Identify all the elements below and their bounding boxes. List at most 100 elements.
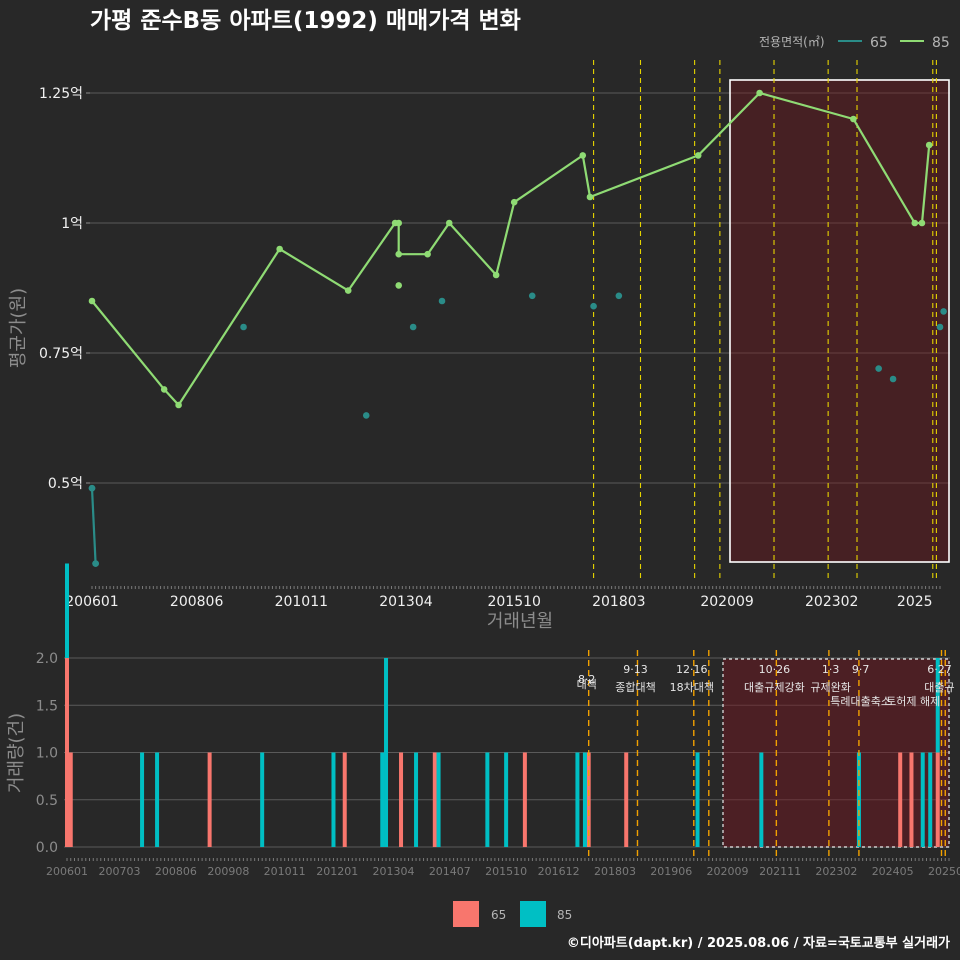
volume-x-tick-label: 201407 [429,865,471,878]
price-y-tick-label: 1.25억 [39,86,83,102]
series-65-point [240,323,247,331]
volume-x-tick-label: 202111 [759,865,801,878]
policy-date-label: 9·13 [623,663,648,676]
volume-x-tick-label: 201803 [594,865,636,878]
policy-text-label: 특례대출축소 [830,695,891,708]
price-y-tick-label: 0.75억 [39,346,83,362]
volume-bar-85 [582,752,587,847]
volume-x-tick-label: 202405 [872,865,914,878]
volume-x-tick-label: 202009 [707,865,749,878]
volume-y-tick-label: 1.0 [36,746,58,762]
series-85-point [344,287,352,294]
volume-bar-65 [399,752,404,847]
series-85-point [424,250,431,258]
price-x-tick-label: 2025 [897,594,933,610]
volume-panel: 0.0 0.5 1.0 1.5 2.0 8·2대책 9·13 종합대책 12·16 18차대책 10… [36,563,960,878]
top-legend: 전용면적(㎡) 65 85 [759,35,950,51]
series-65-point [889,375,897,383]
series-85-point [395,250,403,258]
volume-x-tick-label: 201612 [538,865,580,878]
series-65-point [615,292,623,300]
series-85-point [586,193,594,201]
series-65-point [528,292,536,300]
series-85-point [88,297,96,305]
volume-bar-65 [624,752,629,847]
volume-bar-85 [436,752,441,847]
policy-date-label: 10·26 [759,663,791,676]
volume-bar-85 [384,658,389,847]
series-85-point [918,219,926,227]
series-85-line [91,91,931,407]
legend-label-65: 65 [491,908,506,922]
series-85-point [276,245,283,253]
volume-bar-85 [414,752,419,847]
volume-bar-85 [695,752,700,847]
legend-label-85: 85 [557,908,572,922]
series-65-line [90,488,97,564]
series-65-point [590,302,597,310]
volume-x-tick-label: 200601 [46,865,88,878]
volume-bar-65 [207,752,212,847]
series-85-point [395,282,403,289]
volume-x-tick-label: 200806 [155,865,197,878]
series-85-point [160,386,168,393]
volume-bar-85 [935,658,940,753]
volume-x-tick-label: 200908 [207,865,249,878]
price-x-tick-label: 201304 [379,594,433,610]
policy-text-label: 대출규 [924,681,954,694]
price-x-tick-label: 200806 [170,594,224,610]
volume-y-tick-label: 1.5 [36,698,58,714]
price-y-tick-label: 1억 [61,216,83,232]
volume-bar-85 [759,752,764,847]
price-x-axis-title: 거래년월 [487,611,553,632]
legend-swatch-85 [520,901,546,927]
series-85-point [850,115,857,123]
price-x-tick-label: 201803 [592,594,645,610]
volume-bar-65 [898,752,903,847]
volume-bar-65 [342,752,347,847]
volume-bar-85 [331,752,336,847]
price-panel: 0.5억 0.75억 1억 1.25억 200601 200806 201011 201304… [39,60,950,610]
source-caption: ©디아파트(dapt.kr) / 2025.08.06 / 자료=국토교통부 실… [567,935,950,951]
volume-bar-65 [935,752,940,847]
price-y-axis-title: 평균가(원) [8,288,29,368]
policy-text-label: 종합대책 [615,681,655,694]
volume-bar-85 [920,752,925,847]
price-x-tick-label: 200601 [65,594,118,610]
policy-date-label: 8·2 [578,673,596,686]
volume-bar-65 [432,752,437,847]
policy-date-label: 9·7 [852,663,870,676]
volume-bar-85 [856,752,861,847]
volume-bar-85 [260,752,265,847]
legend-swatch-65 [453,901,479,927]
policy-text-label: 대책 [577,678,597,691]
volume-bar-85 [380,752,385,847]
series-85-point [395,219,403,227]
price-x-tick-label: 202009 [700,594,753,610]
volume-x-tick-label: 202508 [928,865,960,878]
volume-bar-65 [65,658,69,847]
volume-x-tick-label: 202302 [815,865,857,878]
series-85-point [445,219,453,227]
series-85-point [756,89,763,97]
series-85-point [492,271,500,279]
price-x-tick-label: 201510 [487,594,540,610]
volume-bar-85 [928,752,933,847]
price-highlight-box [729,79,950,563]
policy-text-label: 18차대책 [670,681,714,694]
policy-date-label: 12·16 [676,663,708,676]
series-85-point [175,401,182,409]
volume-x-tick-label: 201201 [316,865,358,878]
volume-bar-85 [504,752,509,847]
volume-bar-85 [140,752,145,847]
price-x-tick-label: 202302 [805,594,858,610]
series-65-point [409,323,417,331]
volume-x-tick-label: 201906 [650,865,692,878]
volume-bar-85 [485,752,490,847]
series-85-point [579,152,587,159]
legend-label-85: 85 [932,35,950,51]
volume-x-tick-label: 200703 [99,865,141,878]
policy-text-label: 대출규제강화 [744,681,805,694]
series-85-point [510,198,518,206]
